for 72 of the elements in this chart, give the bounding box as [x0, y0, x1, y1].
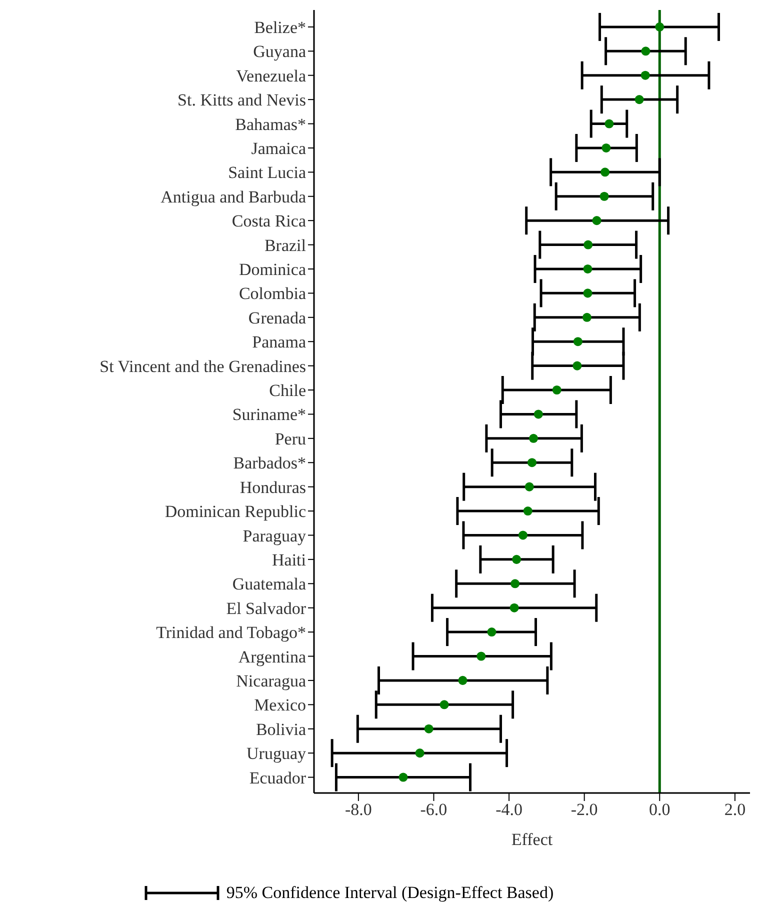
- point: [604, 119, 614, 128]
- y-tick-label: Paraguay: [242, 526, 306, 546]
- point: [600, 168, 610, 177]
- y-tick-label: Bolivia: [256, 720, 306, 739]
- point: [573, 337, 582, 346]
- y-tick-label: Dominica: [238, 260, 306, 280]
- y-tick-label: St. Kitts and Nevis: [178, 90, 306, 110]
- y-tick-label: Trinidad and Tobago*: [156, 623, 306, 642]
- y-tick-label: Antigua and Barbuda: [160, 187, 306, 206]
- x-axis-title: Effect: [511, 830, 553, 849]
- y-tick-label: Mexico: [254, 696, 306, 715]
- y-tick-label: Costa Rica: [232, 212, 306, 231]
- point: [634, 95, 644, 104]
- point: [641, 46, 650, 56]
- y-tick-label: Guatemala: [232, 574, 306, 594]
- y-tick-label: Suriname*: [232, 405, 306, 424]
- point: [583, 264, 592, 274]
- point: [572, 361, 582, 370]
- y-tick-label: Peru: [274, 429, 306, 448]
- point: [655, 22, 664, 32]
- point: [592, 216, 602, 226]
- y-tick-label: Argentina: [238, 647, 306, 666]
- x-tick-label: -8.0: [344, 800, 372, 820]
- y-tick-label: Barbados*: [233, 454, 306, 473]
- point: [523, 506, 532, 516]
- x-tick-label: 0.0: [649, 800, 670, 820]
- point: [398, 772, 408, 782]
- point: [602, 143, 611, 152]
- y-tick-label: Honduras: [240, 478, 306, 497]
- point: [476, 652, 486, 661]
- point: [640, 70, 650, 80]
- point: [583, 288, 592, 298]
- text: 95% Confidence Interval (Design-Effect Based): [226, 883, 554, 903]
- y-tick-label: Brazil: [264, 236, 306, 255]
- point: [458, 676, 468, 685]
- y-tick-label: Venezuela: [236, 66, 306, 86]
- y-tick-label: Uruguay: [246, 744, 306, 764]
- point: [552, 386, 562, 395]
- y-tick-label: Jamaica: [251, 139, 306, 158]
- point: [510, 603, 519, 612]
- point: [424, 724, 434, 734]
- y-tick-label: Belize*: [254, 18, 306, 37]
- point: [600, 192, 609, 201]
- y-tick-label: Ecuador: [249, 768, 306, 788]
- point: [534, 410, 543, 419]
- y-tick-label: Guyana: [253, 42, 306, 62]
- y-tick-label: Panama: [252, 332, 306, 352]
- y-tick-label: El Salvador: [226, 598, 306, 618]
- y-tick-label: Colombia: [238, 284, 306, 304]
- y-tick-label: Chile: [269, 381, 306, 400]
- point: [512, 554, 522, 564]
- y-tick-label: Bahamas*: [235, 114, 306, 134]
- y-tick-label: St Vincent and the Grenadines: [100, 356, 306, 376]
- y-tick-label: Haiti: [272, 550, 306, 570]
- x-tick-label: -6.0: [420, 800, 448, 820]
- point: [527, 458, 537, 468]
- x-tick-label: 2.0: [724, 800, 746, 820]
- point: [415, 748, 424, 758]
- point: [584, 240, 593, 250]
- x-tick-label: -2.0: [570, 800, 598, 820]
- point: [487, 628, 496, 637]
- point: [518, 530, 528, 540]
- y-tick-label: Saint Lucia: [228, 163, 306, 182]
- y-tick-label: Nicaragua: [236, 671, 306, 690]
- x-tick-label: -4.0: [496, 800, 522, 820]
- point: [440, 700, 449, 710]
- y-tick-label: Dominican Republic: [164, 502, 306, 522]
- point: [582, 312, 592, 322]
- point: [510, 579, 520, 588]
- point: [524, 482, 534, 492]
- point: [528, 434, 538, 443]
- y-tick-label: Grenada: [248, 308, 306, 328]
